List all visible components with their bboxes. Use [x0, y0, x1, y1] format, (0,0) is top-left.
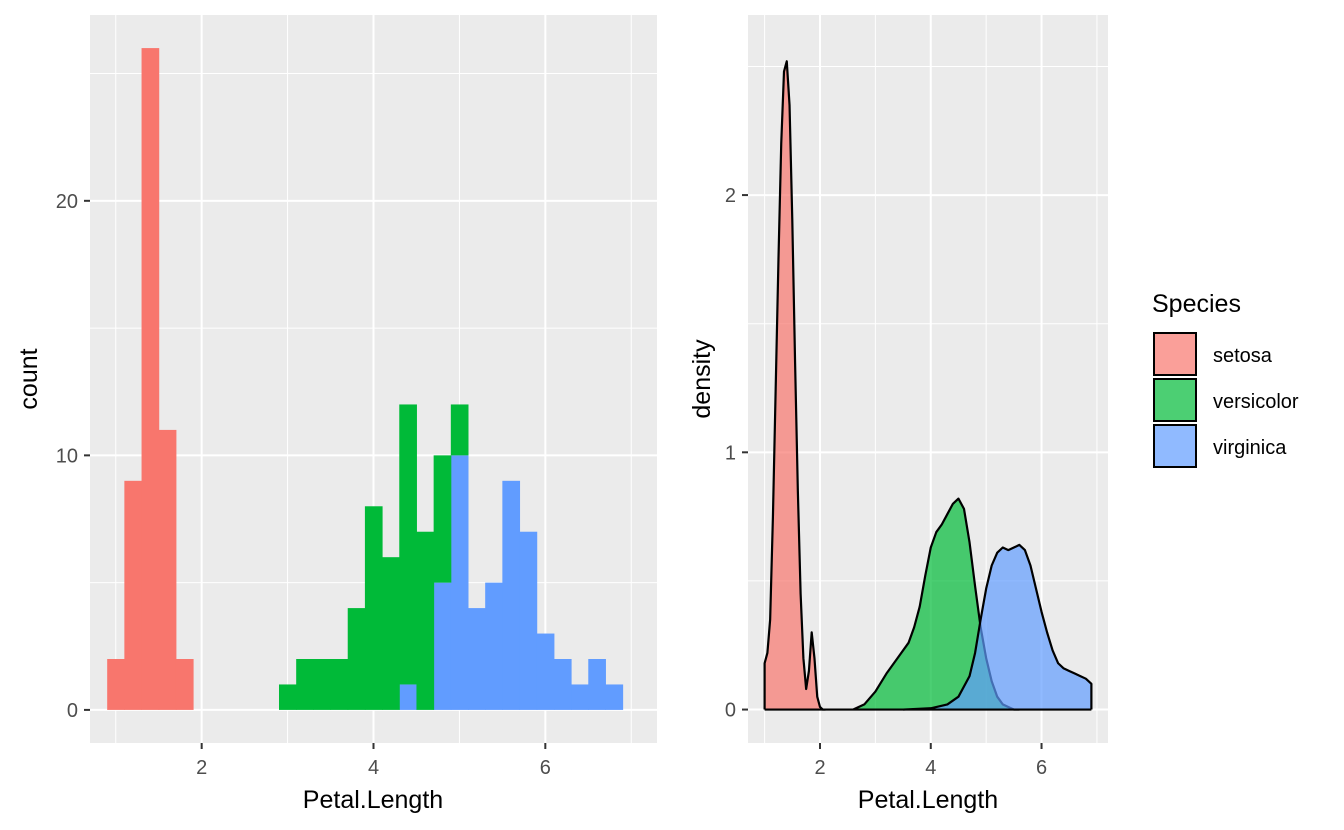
- histogram-bar-versicolor: [313, 659, 332, 710]
- histogram-bar-versicolor: [296, 659, 314, 710]
- legend-label-versicolor: versicolor: [1213, 391, 1299, 413]
- histogram-bar-virginica: [553, 659, 572, 710]
- histogram-bar-versicolor: [416, 531, 435, 710]
- legend-swatch-virginica: [1153, 424, 1197, 468]
- histogram-x-tick-label: 4: [368, 757, 379, 779]
- histogram-bar-virginica: [519, 531, 538, 710]
- histogram-y-tick-label: 0: [67, 700, 78, 722]
- density-x-tick-label: 6: [1036, 757, 1047, 779]
- histogram-x-tick-label: 6: [540, 757, 551, 779]
- histogram-bar-virginica: [433, 582, 452, 710]
- histogram-bar-virginica: [588, 659, 606, 710]
- histogram-bar-versicolor: [433, 455, 452, 583]
- histogram-bar-versicolor: [330, 659, 349, 710]
- histogram-bar-setosa: [141, 48, 160, 710]
- histogram-axes: 2 4 6 0 10 20: [56, 191, 551, 779]
- histogram-bar-virginica: [571, 684, 589, 710]
- density-y-tick-label: 0: [725, 700, 736, 722]
- density-y-tick-label: 1: [725, 442, 736, 464]
- histogram-panel: 2 4 6 0 10 20 Petal.Length count: [15, 15, 657, 814]
- legend-title: Species: [1152, 290, 1241, 318]
- histogram-bar-virginica: [399, 684, 417, 710]
- histogram-bar-virginica: [502, 480, 521, 710]
- density-y-axis-title: density: [688, 339, 716, 419]
- histogram-bar-versicolor: [399, 404, 417, 685]
- density-panel: 2 4 6 0 1 2 Petal.Length density: [688, 15, 1108, 814]
- histogram-bar-virginica: [450, 455, 469, 710]
- histogram-y-tick-label: 10: [56, 445, 78, 467]
- density-outline-setosa: [763, 60, 826, 711]
- histogram-bar-virginica: [536, 633, 555, 710]
- histogram-bar-versicolor: [279, 684, 297, 710]
- legend: Species setosa versicolor virginica: [1152, 290, 1299, 468]
- histogram-bar-versicolor: [364, 506, 383, 710]
- density-axes: 2 4 6 0 1 2: [725, 185, 1047, 779]
- legend-swatch-setosa: [1153, 332, 1197, 376]
- histogram-x-tick-label: 2: [196, 757, 207, 779]
- density-x-tick-label: 4: [925, 757, 936, 779]
- histogram-bar-virginica: [605, 684, 624, 710]
- histogram-bar-virginica: [468, 608, 486, 710]
- histogram-y-tick-label: 20: [56, 191, 78, 213]
- histogram-bar-versicolor: [382, 557, 400, 710]
- density-area-virginica: [903, 544, 1092, 710]
- histogram-bar-versicolor: [347, 608, 366, 710]
- histogram-bar-setosa: [158, 429, 177, 710]
- histogram-bar-setosa: [175, 659, 194, 710]
- histogram-bars: [107, 48, 624, 710]
- density-x-tick-label: 2: [814, 757, 825, 779]
- histogram-x-axis-title: Petal.Length: [303, 786, 443, 814]
- histogram-bar-versicolor: [450, 404, 469, 456]
- density-y-tick-label: 2: [725, 185, 736, 207]
- histogram-bar-setosa: [124, 480, 143, 710]
- legend-swatch-versicolor: [1153, 378, 1197, 422]
- histogram-y-axis-title: count: [15, 348, 43, 409]
- legend-label-setosa: setosa: [1213, 345, 1273, 367]
- histogram-bar-setosa: [107, 659, 125, 710]
- density-x-axis-title: Petal.Length: [858, 786, 998, 814]
- density-areas: [763, 60, 1093, 711]
- histogram-bar-virginica: [485, 582, 503, 710]
- density-outline-virginica: [903, 543, 1093, 711]
- legend-label-virginica: virginica: [1213, 437, 1287, 459]
- legend-items: setosa versicolor virginica: [1153, 332, 1299, 468]
